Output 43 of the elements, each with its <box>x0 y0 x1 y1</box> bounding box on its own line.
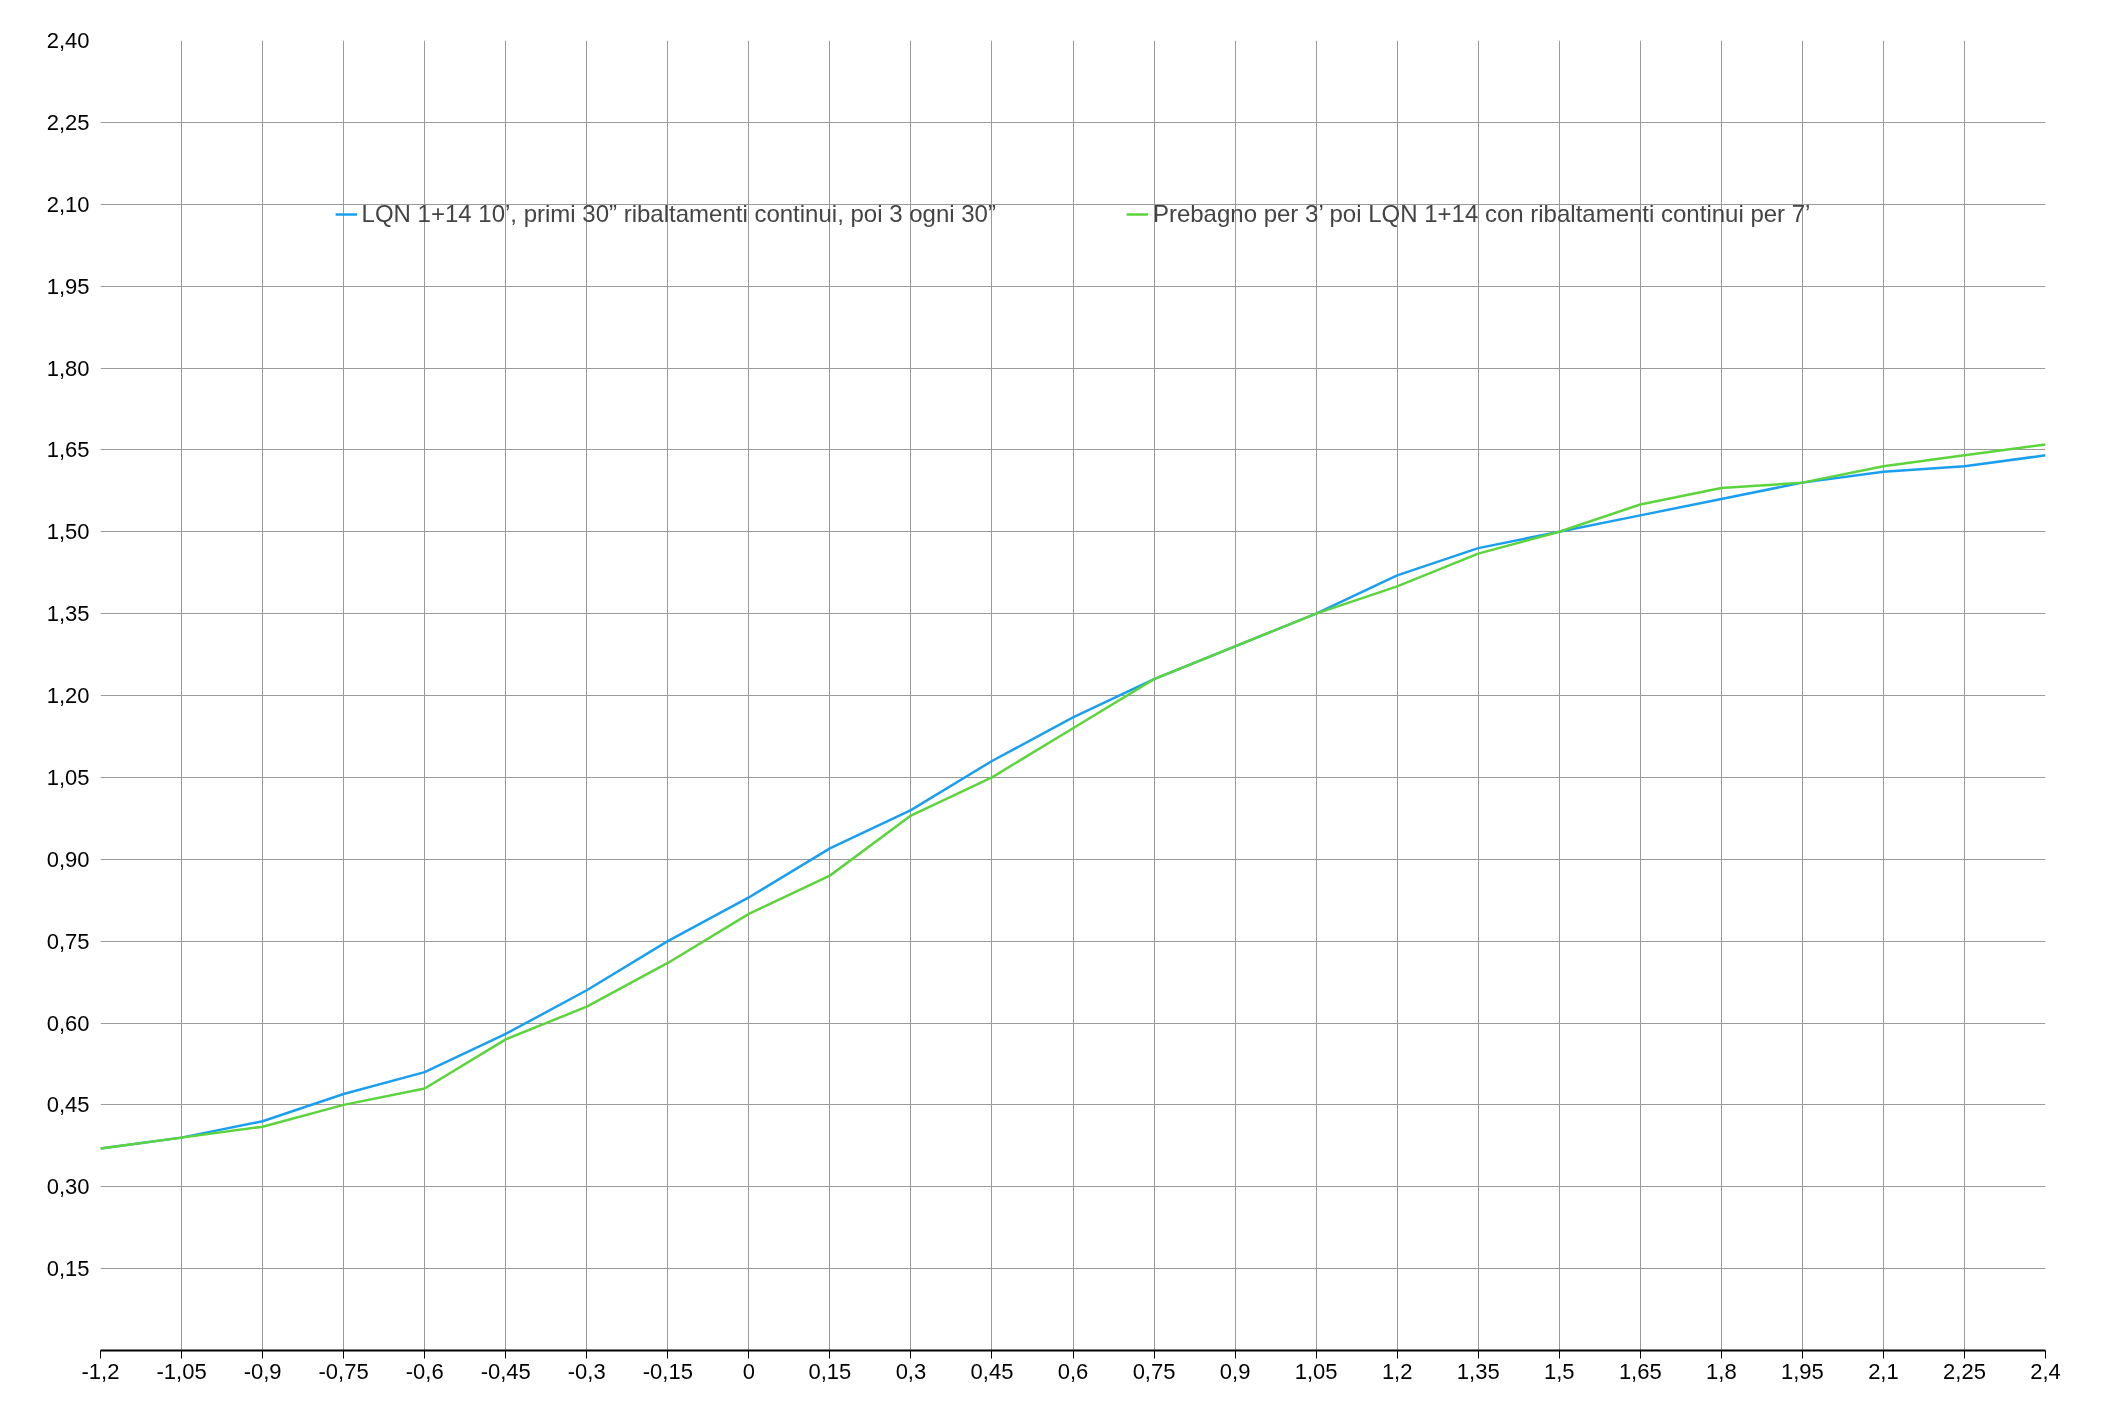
x-tick-label: 2,1 <box>1868 1358 1899 1384</box>
x-tick-label: 0,45 <box>970 1358 1014 1384</box>
y-tick-label: 0,45 <box>46 1092 90 1118</box>
x-tick-label: 0 <box>742 1358 755 1384</box>
legend-label: Prebagno per 3’ poi LQN 1+14 con ribaltamenti continui per 7’ <box>1152 200 1811 228</box>
x-tick-label: -1,05 <box>156 1358 207 1384</box>
y-tick-label: 2,40 <box>46 28 90 53</box>
x-tick-label: 2,4 <box>2030 1358 2061 1384</box>
y-tick-label: 0,15 <box>46 1256 90 1282</box>
x-tick-label: 1,2 <box>1381 1358 1413 1384</box>
y-tick-label: 1,80 <box>46 355 90 381</box>
x-tick-label: 1,8 <box>1706 1358 1737 1384</box>
y-tick-label: 2,25 <box>46 109 90 135</box>
x-tick-label: 1,95 <box>1780 1358 1824 1384</box>
y-tick-label: 1,95 <box>46 273 90 299</box>
y-tick-label: 1,50 <box>46 519 90 545</box>
x-tick-label: 1,5 <box>1543 1358 1575 1384</box>
x-tick-label: -0,3 <box>567 1358 606 1384</box>
x-tick-label: 1,65 <box>1618 1358 1662 1384</box>
y-tick-label: 0,75 <box>46 928 90 954</box>
x-tick-label: -0,15 <box>642 1358 693 1384</box>
x-tick-label: 0,9 <box>1219 1358 1251 1384</box>
x-tick-label: -0,6 <box>405 1358 444 1384</box>
y-tick-label: 1,05 <box>46 764 90 790</box>
y-tick-label: 2,10 <box>46 191 90 217</box>
x-tick-label: -0,75 <box>318 1358 369 1384</box>
x-tick-label: 0,15 <box>808 1358 852 1384</box>
x-tick-label: 0,75 <box>1132 1358 1176 1384</box>
x-tick-label: -1,2 <box>81 1358 120 1384</box>
y-tick-label: 1,35 <box>46 601 90 627</box>
x-tick-label: 0,3 <box>895 1358 927 1384</box>
y-tick-label: 0,60 <box>46 1010 90 1036</box>
y-tick-label: 1,20 <box>46 683 90 708</box>
y-tick-label: 0,90 <box>46 846 90 872</box>
x-tick-label: 2,25 <box>1943 1358 1986 1384</box>
x-tick-label: 0,6 <box>1057 1358 1089 1384</box>
y-tick-label: 1,65 <box>46 437 90 463</box>
x-tick-label: -0,45 <box>480 1358 531 1384</box>
x-tick-label: 1,05 <box>1294 1358 1338 1384</box>
legend-label: LQN 1+14 10’, primi 30” ribaltamenti continui, poi 3 ogni 30” <box>361 200 996 228</box>
x-tick-label: 1,35 <box>1456 1358 1500 1384</box>
x-tick-label: -0,9 <box>243 1358 282 1384</box>
y-tick-label: 0,30 <box>46 1174 90 1200</box>
